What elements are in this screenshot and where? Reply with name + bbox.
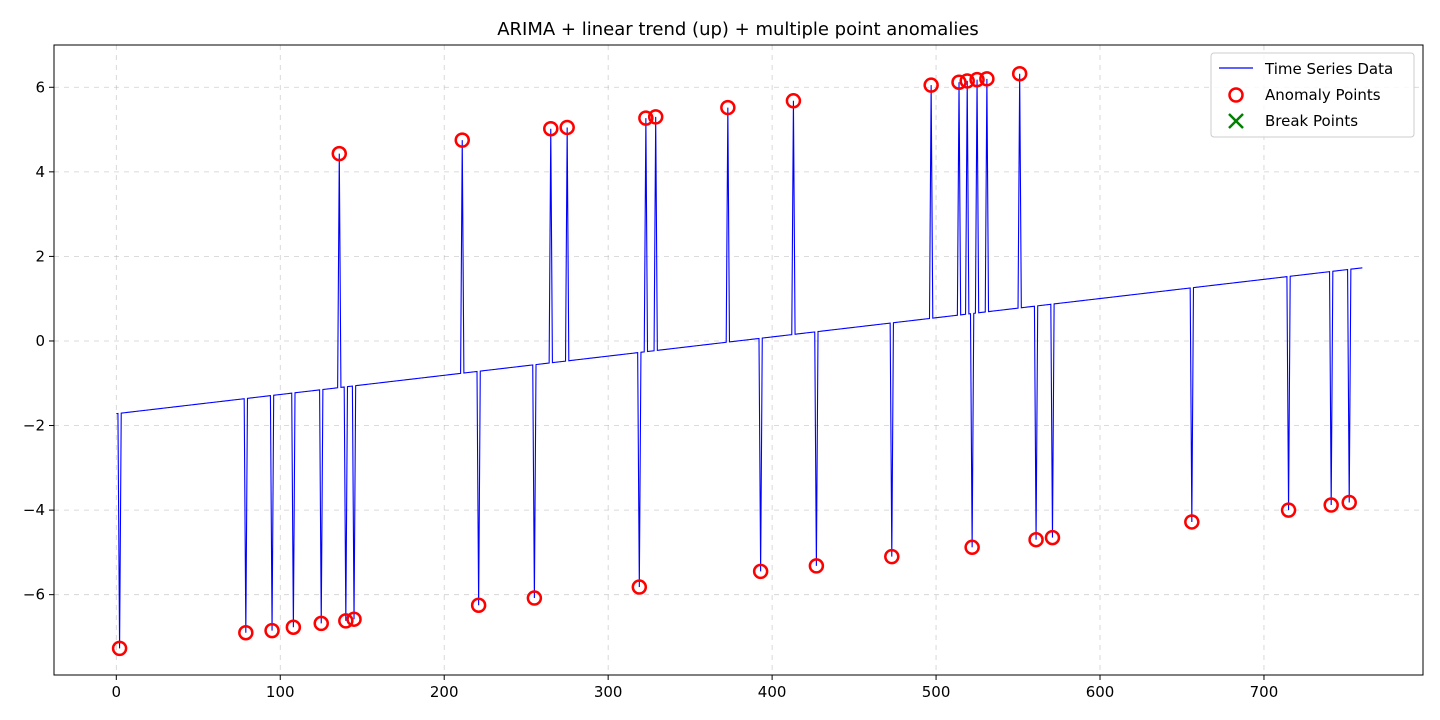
anomaly-point (285, 619, 302, 635)
plot-frame (53, 44, 1424, 676)
anomaly-point (1280, 502, 1297, 518)
time-series-line (116, 73, 1363, 649)
x-tick-label: 0 (112, 683, 122, 701)
legend-x-icon (1228, 113, 1244, 129)
y-axis: −6 −4 −2 0 2 4 6 (23, 78, 54, 604)
x-tick-label: 300 (594, 683, 623, 701)
anomaly-point (454, 132, 470, 148)
legend: Time Series Data Anomaly Points Break Po… (1210, 52, 1415, 138)
anomaly-point (559, 119, 575, 136)
anomaly-point (752, 563, 769, 580)
x-tick-label: 200 (430, 683, 459, 701)
anomaly-point (1184, 514, 1200, 530)
legend-circle-icon (1228, 87, 1244, 103)
anomaly-point (346, 611, 362, 627)
anomaly-point (631, 579, 648, 595)
y-tick-label: −4 (23, 501, 45, 519)
anomaly-point (338, 613, 354, 629)
anomaly-point (959, 73, 975, 89)
anomaly-point (979, 71, 995, 87)
anomaly-point (331, 145, 348, 162)
legend-box (1210, 52, 1415, 138)
chart-title: ARIMA + linear trend (up) + multiple poi… (497, 19, 979, 40)
anomaly-point (964, 539, 980, 556)
anomaly-point (1323, 497, 1339, 513)
x-tick-label: 600 (1086, 683, 1115, 701)
y-tick-label: 2 (35, 247, 45, 265)
anomaly-point (470, 597, 487, 613)
anomaly-point (313, 615, 329, 632)
anomaly-point (951, 74, 967, 90)
anomaly-point (1011, 66, 1028, 82)
x-tick-label: 100 (266, 683, 295, 701)
anomaly-point (264, 622, 280, 639)
anomaly-point (543, 120, 559, 137)
anomaly-point (969, 71, 985, 88)
anomaly-point (720, 99, 736, 116)
anomaly-point (638, 110, 654, 126)
x-tick-label: 400 (758, 683, 787, 701)
y-tick-label: −2 (23, 417, 45, 435)
x-tick-label: 700 (1250, 683, 1279, 701)
legend-label-series: Time Series Data (1264, 60, 1393, 78)
legend-label-anomalies: Anomaly Points (1265, 86, 1381, 104)
anomaly-markers (111, 66, 1357, 657)
plot-area (116, 73, 1363, 649)
anomaly-point (647, 109, 664, 125)
anomaly-point (238, 624, 254, 641)
anomaly-point (785, 93, 802, 109)
anomaly-point (1341, 494, 1357, 511)
x-axis: 0 100 200 300 400 500 600 700 (112, 675, 1279, 701)
x-tick-label: 500 (922, 683, 951, 701)
anomaly-point (111, 640, 128, 657)
y-tick-label: −6 (23, 586, 45, 604)
anomaly-point (526, 590, 543, 606)
y-tick-label: 6 (35, 78, 45, 96)
anomaly-point (884, 548, 900, 565)
y-tick-label: 4 (35, 163, 45, 181)
y-tick-label: 0 (35, 332, 45, 350)
legend-label-breaks: Break Points (1265, 112, 1358, 130)
anomaly-point (1028, 531, 1044, 548)
anomaly-point (1044, 529, 1061, 546)
anomaly-point (808, 558, 825, 574)
anomaly-point (923, 77, 939, 93)
